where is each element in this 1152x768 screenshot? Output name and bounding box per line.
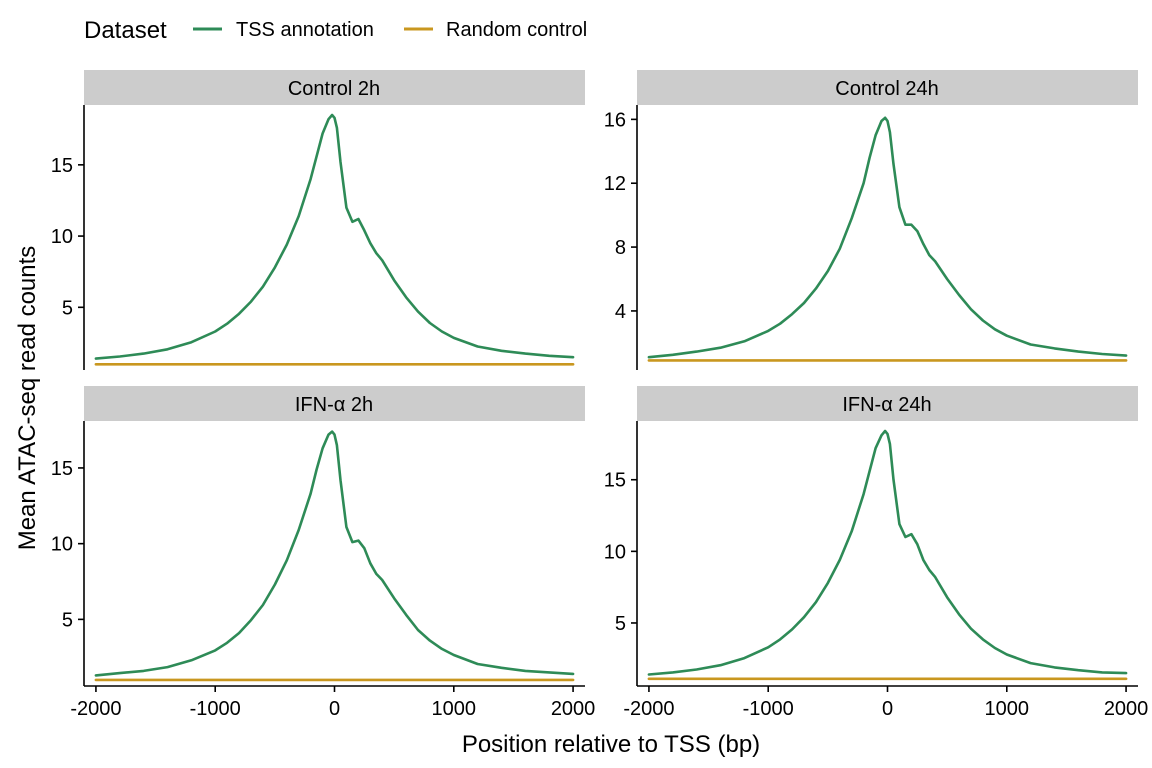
x-tick-label-ifn-2h-0: -2000 (70, 698, 121, 720)
y-tick-label-control-24h-3: 16 (604, 109, 626, 131)
panel-ifn-24h: IFN-α 24h 5 10 15 -2000 -1000 0 1000 2000 (604, 386, 1148, 720)
strip-ifn-2h (84, 386, 585, 421)
x-tick-label-ifn-2h-1: -1000 (190, 698, 241, 720)
y-tick-label-control-2h-1: 10 (51, 226, 73, 248)
series-line-tss-annotation-control-24h (647, 116, 1128, 359)
x-ticks-ifn-2h: -2000 -1000 0 1000 2000 (70, 686, 595, 720)
strip-label-control-24h: Control 24h (835, 78, 938, 100)
y-ticks-ifn-24h: 5 10 15 (604, 470, 637, 635)
series-control-24h (647, 116, 1128, 362)
y-tick-label-ifn-24h-1: 10 (604, 541, 626, 563)
series-control-2h (94, 113, 575, 366)
x-tick-label-ifn-24h-2: 0 (882, 698, 893, 720)
y-tick-label-control-2h-0: 5 (62, 297, 73, 319)
series-line-tss-annotation-ifn-2h (94, 430, 575, 677)
y-tick-label-ifn-2h-0: 5 (62, 609, 73, 631)
x-tick-label-ifn-2h-4: 2000 (551, 698, 596, 720)
series-line-tss-annotation-control-2h (94, 113, 575, 360)
strip-control-2h (84, 70, 585, 105)
y-tick-label-ifn-24h-2: 15 (604, 470, 626, 492)
series-line-tss-annotation-ifn-24h (647, 429, 1128, 676)
y-tick-label-ifn-2h-2: 15 (51, 458, 73, 480)
y-ticks-control-2h: 5 10 15 (51, 155, 84, 319)
strip-label-ifn-24h: IFN-α 24h (842, 394, 931, 416)
legend-title: Dataset (84, 17, 167, 44)
x-tick-label-ifn-24h-3: 1000 (985, 698, 1030, 720)
legend-label-tss: TSS annotation (236, 19, 374, 41)
legend-label-random: Random control (446, 19, 587, 41)
y-tick-label-control-24h-1: 8 (615, 237, 626, 259)
panel-ifn-2h: IFN-α 2h 5 10 15 -2000 -1000 0 1000 2000 (51, 386, 595, 720)
legend: Dataset TSS annotation Random control (84, 17, 587, 44)
y-axis-title: Mean ATAC-seq read counts (14, 246, 41, 551)
x-axis-title: Position relative to TSS (bp) (462, 731, 760, 758)
strip-ifn-24h (637, 386, 1138, 421)
panel-control-24h: Control 24h 4 8 12 16 (604, 70, 1138, 370)
x-ticks-ifn-24h: -2000 -1000 0 1000 2000 (623, 686, 1148, 720)
panel-control-2h: Control 2h 5 10 15 (51, 70, 585, 370)
y-tick-label-control-24h-2: 12 (604, 173, 626, 195)
strip-label-control-2h: Control 2h (288, 78, 380, 100)
x-tick-label-ifn-24h-1: -1000 (743, 698, 794, 720)
strip-label-ifn-2h: IFN-α 2h (295, 394, 373, 416)
y-tick-label-control-2h-2: 15 (51, 155, 73, 177)
series-ifn-24h (647, 429, 1128, 681)
y-tick-label-ifn-2h-1: 10 (51, 534, 73, 556)
x-tick-label-ifn-24h-0: -2000 (623, 698, 674, 720)
y-tick-label-ifn-24h-0: 5 (615, 613, 626, 635)
series-ifn-2h (94, 430, 575, 682)
y-tick-label-control-24h-0: 4 (615, 301, 626, 323)
x-tick-label-ifn-2h-3: 1000 (432, 698, 477, 720)
y-ticks-ifn-2h: 5 10 15 (51, 458, 84, 631)
x-tick-label-ifn-24h-4: 2000 (1104, 698, 1149, 720)
y-ticks-control-24h: 4 8 12 16 (604, 109, 637, 323)
strip-control-24h (637, 70, 1138, 105)
x-tick-label-ifn-2h-2: 0 (329, 698, 340, 720)
